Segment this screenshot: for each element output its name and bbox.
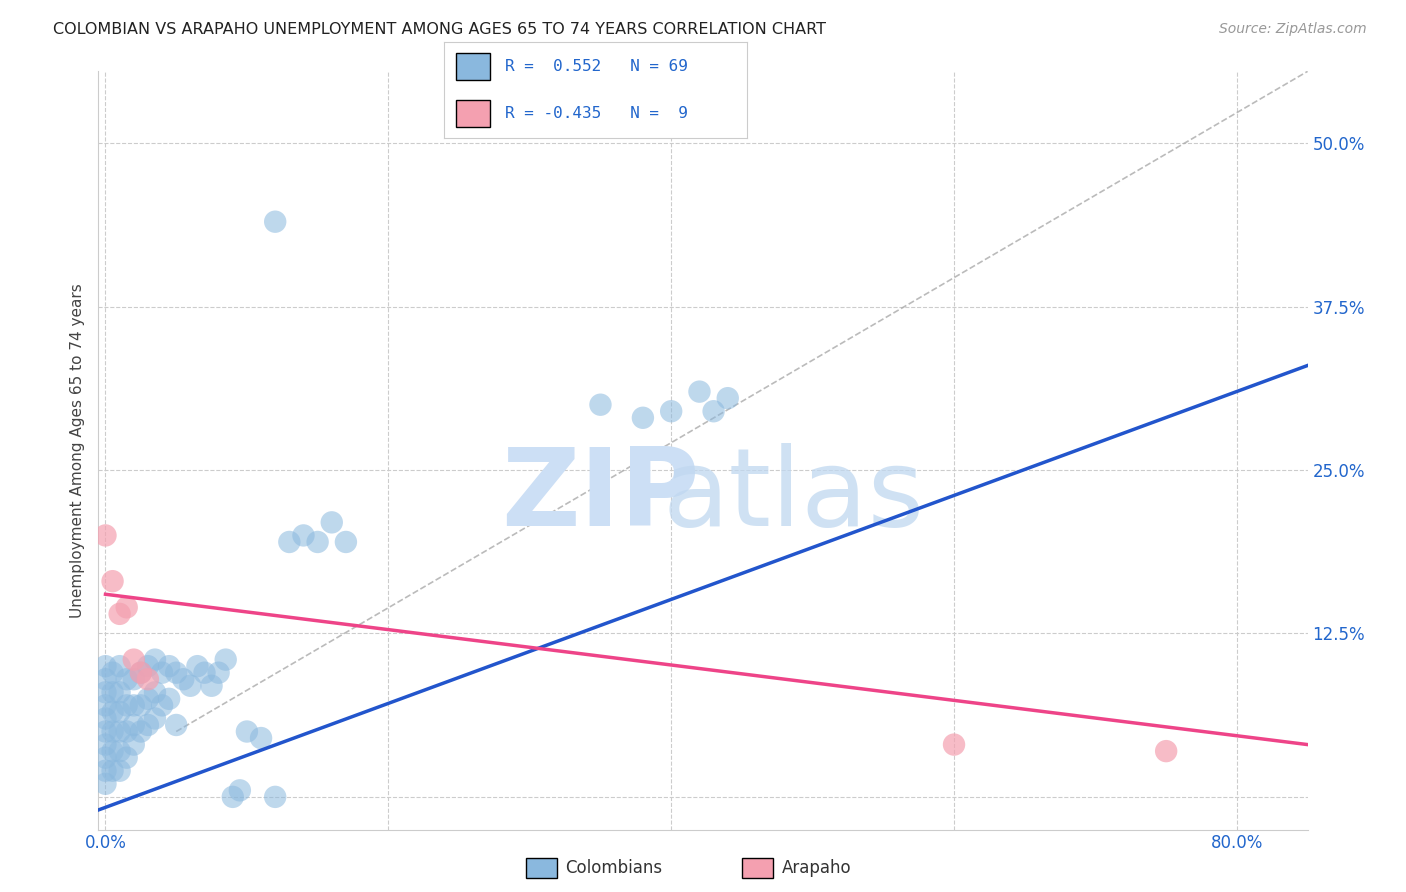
Point: [94, 659, 117, 673]
Point: [207, 665, 229, 680]
Text: Source: ZipAtlas.com: Source: ZipAtlas.com: [1219, 22, 1367, 37]
Point: [321, 516, 343, 530]
Point: [108, 764, 131, 778]
Point: [115, 724, 138, 739]
Point: [943, 738, 966, 752]
Text: R =  0.552   N = 69: R = 0.552 N = 69: [505, 60, 688, 74]
Point: [122, 698, 145, 713]
Point: [108, 744, 131, 758]
Point: [307, 535, 329, 549]
Point: [179, 679, 201, 693]
Point: [108, 724, 131, 739]
Point: [143, 711, 166, 725]
Point: [122, 672, 145, 686]
Point: [115, 600, 138, 615]
Point: [172, 672, 194, 686]
Point: [703, 404, 725, 418]
Point: [264, 789, 287, 804]
Text: Arapaho: Arapaho: [782, 859, 852, 877]
Point: [717, 391, 740, 405]
Point: [264, 215, 287, 229]
Point: [129, 724, 152, 739]
Point: [165, 665, 187, 680]
Text: ZIP: ZIP: [501, 443, 699, 549]
Point: [215, 652, 238, 666]
Point: [94, 672, 117, 686]
Point: [335, 535, 357, 549]
FancyBboxPatch shape: [457, 54, 489, 80]
Point: [108, 685, 131, 699]
Point: [101, 574, 124, 589]
Point: [101, 744, 124, 758]
Point: [200, 679, 222, 693]
Text: COLOMBIAN VS ARAPAHO UNEMPLOYMENT AMONG AGES 65 TO 74 YEARS CORRELATION CHART: COLOMBIAN VS ARAPAHO UNEMPLOYMENT AMONG …: [53, 22, 827, 37]
Point: [222, 789, 245, 804]
Point: [94, 764, 117, 778]
Point: [101, 764, 124, 778]
Point: [101, 665, 124, 680]
Point: [108, 607, 131, 621]
Point: [136, 718, 159, 732]
Point: [129, 665, 152, 680]
Point: [115, 750, 138, 764]
Point: [136, 691, 159, 706]
Point: [143, 685, 166, 699]
Point: [94, 777, 117, 791]
Point: [143, 652, 166, 666]
Point: [122, 718, 145, 732]
Text: atlas: atlas: [662, 443, 925, 549]
Point: [1154, 744, 1177, 758]
Point: [94, 698, 117, 713]
Point: [292, 528, 315, 542]
Point: [108, 705, 131, 719]
Point: [122, 738, 145, 752]
Text: Colombians: Colombians: [565, 859, 662, 877]
Point: [157, 659, 180, 673]
Point: [115, 672, 138, 686]
Point: [229, 783, 252, 797]
Point: [122, 652, 145, 666]
Point: [129, 698, 152, 713]
Point: [250, 731, 273, 745]
Point: [186, 659, 208, 673]
FancyBboxPatch shape: [457, 100, 489, 127]
Point: [108, 659, 131, 673]
Point: [94, 528, 117, 542]
Point: [236, 724, 259, 739]
Point: [165, 718, 187, 732]
Point: [129, 665, 152, 680]
Point: [94, 750, 117, 764]
Point: [278, 535, 301, 549]
Point: [688, 384, 710, 399]
Point: [631, 410, 654, 425]
Point: [193, 665, 215, 680]
Point: [94, 685, 117, 699]
Point: [150, 698, 173, 713]
Point: [101, 685, 124, 699]
Point: [94, 711, 117, 725]
Point: [157, 691, 180, 706]
Point: [94, 738, 117, 752]
Point: [136, 672, 159, 686]
Point: [94, 724, 117, 739]
Text: R = -0.435   N =  9: R = -0.435 N = 9: [505, 106, 688, 120]
Point: [101, 705, 124, 719]
Point: [136, 659, 159, 673]
Point: [115, 698, 138, 713]
Point: [589, 398, 612, 412]
Point: [101, 724, 124, 739]
Point: [150, 665, 173, 680]
Y-axis label: Unemployment Among Ages 65 to 74 years: Unemployment Among Ages 65 to 74 years: [69, 283, 84, 618]
Point: [659, 404, 682, 418]
